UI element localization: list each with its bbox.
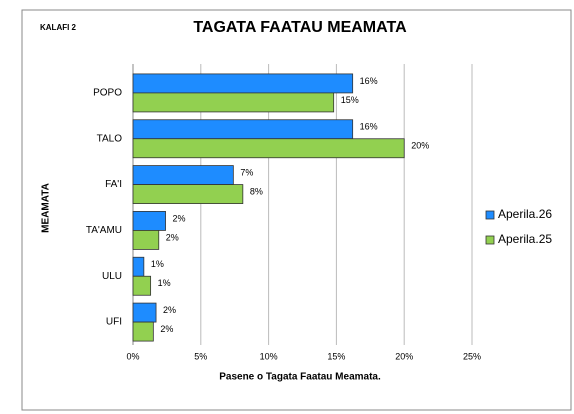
y-tick-label: FA'I <box>105 179 122 190</box>
bar <box>132 256 145 277</box>
corner-label: KALAFI 2 <box>40 23 77 32</box>
x-tick-label: 5% <box>194 351 207 361</box>
value-label: 15% <box>341 95 359 105</box>
bar <box>132 138 405 159</box>
y-tick-label: TA'AMU <box>86 225 122 236</box>
legend-label: Aperila.25 <box>498 232 552 246</box>
value-label: 16% <box>360 76 378 86</box>
y-tick-label: ULU <box>102 271 122 282</box>
bar <box>132 321 154 342</box>
bar <box>132 184 244 204</box>
x-tick-label: 20% <box>395 351 413 361</box>
x-axis-label: Pasene o Tagata Faatau Meamata. <box>219 372 381 383</box>
bar <box>132 165 234 185</box>
value-label: 2% <box>166 232 179 242</box>
y-axis-label: MEAMATA <box>41 183 52 233</box>
value-label: 2% <box>173 213 186 223</box>
bar <box>132 92 335 113</box>
value-label: 7% <box>240 167 253 177</box>
value-label: 2% <box>160 324 173 334</box>
y-tick-label: POPO <box>93 88 122 99</box>
x-tick-label: 25% <box>463 351 481 361</box>
legend-label: Aperila.26 <box>498 207 552 221</box>
value-label: 8% <box>250 186 263 196</box>
bar <box>132 275 152 296</box>
chart-title: TAGATA FAATAU MEAMATA <box>193 19 407 36</box>
y-tick-label: TALO <box>97 133 123 144</box>
bar <box>132 302 157 323</box>
value-label: 20% <box>411 141 429 151</box>
y-tick-label: UFI <box>106 317 122 328</box>
bar <box>132 230 160 250</box>
bar <box>132 211 166 231</box>
value-label: 1% <box>151 259 164 269</box>
x-tick-label: 10% <box>260 351 278 361</box>
legend-swatch <box>485 235 495 245</box>
x-tick-label: 15% <box>327 351 345 361</box>
legend-swatch <box>485 210 495 220</box>
x-tick-label: 0% <box>126 351 139 361</box>
value-label: 1% <box>158 278 171 288</box>
bar <box>132 119 354 140</box>
bar <box>132 73 354 94</box>
chart-frame <box>21 9 572 411</box>
value-label: 16% <box>360 122 378 132</box>
value-label: 2% <box>163 305 176 315</box>
